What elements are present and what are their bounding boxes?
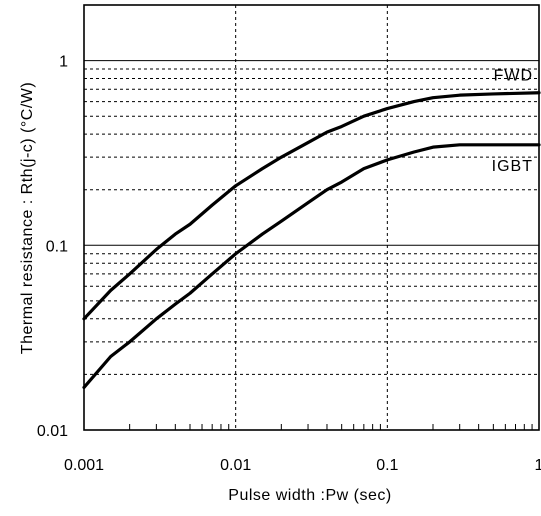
series-group xyxy=(82,91,541,390)
tick-labels: 0.001 0.01 0.1 1 0.01 0.1 1 xyxy=(37,54,541,474)
x-tick-label: 0.1 xyxy=(376,457,398,474)
series-label-igbt: IGBT xyxy=(492,158,533,175)
y-tick-label: 0.01 xyxy=(37,423,68,440)
x-tick-label: 1 xyxy=(535,457,541,474)
y-tick-label: 1 xyxy=(59,54,68,71)
series-labels: FWD IGBT xyxy=(492,68,533,175)
y-tick-label: 0.1 xyxy=(46,238,68,255)
series-label-fwd: FWD xyxy=(494,68,533,85)
x-tick-label: 0.01 xyxy=(220,457,251,474)
series-line-igbt xyxy=(82,143,541,390)
grid xyxy=(84,4,539,430)
plot-frame xyxy=(83,4,540,431)
series-line-fwd xyxy=(82,91,541,321)
x-axis-label: Pulse width :Pw (sec) xyxy=(228,487,391,504)
y-axis-label: Thermal resistance : Rth(j-c) (°C/W) xyxy=(19,82,36,354)
x-tick-label: 0.001 xyxy=(64,457,104,474)
